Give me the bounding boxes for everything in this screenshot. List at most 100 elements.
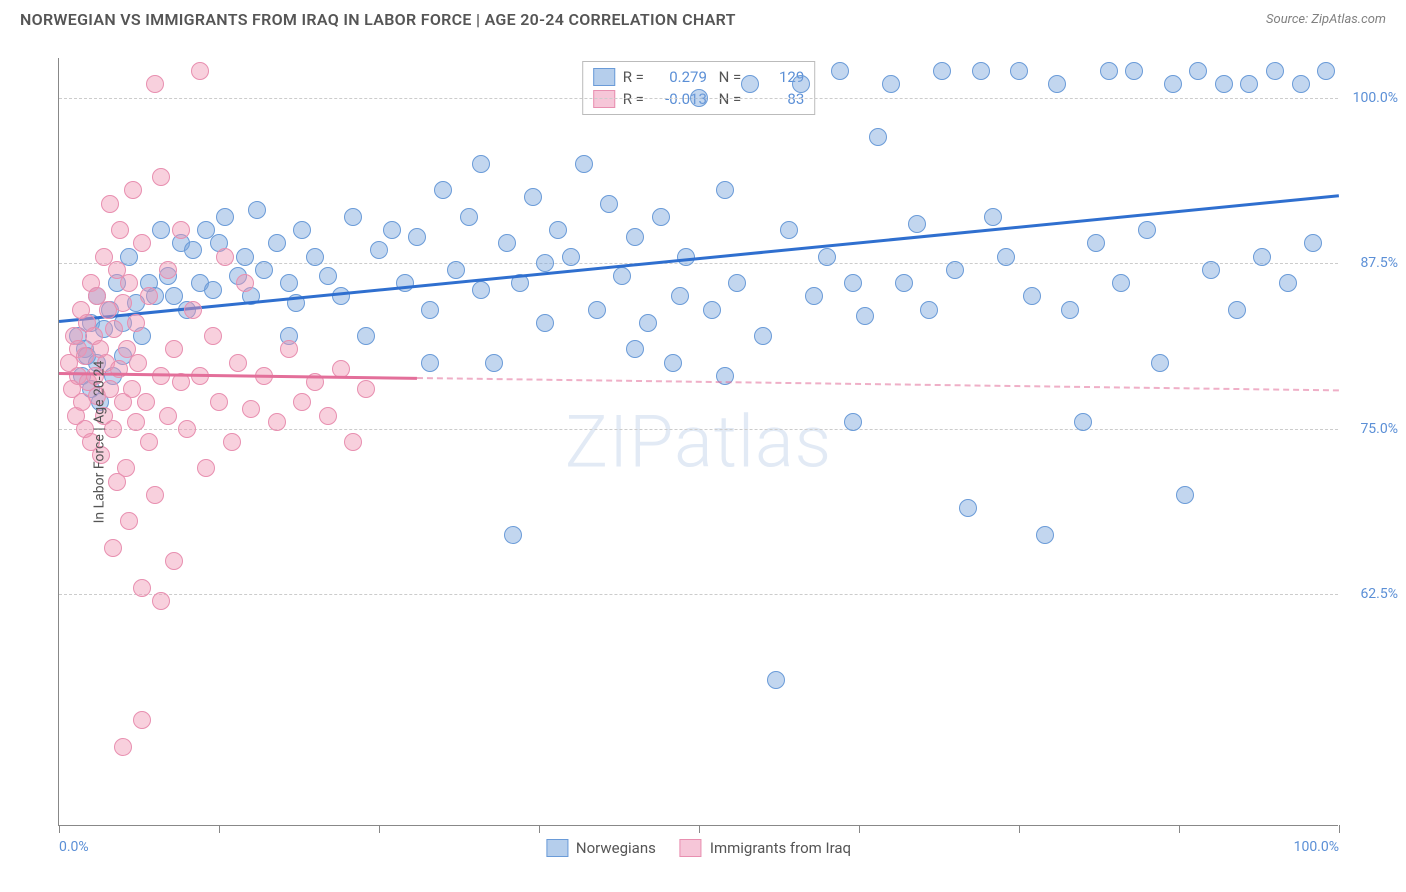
data-point	[117, 459, 135, 477]
data-point	[588, 301, 606, 319]
data-point	[639, 314, 657, 332]
data-point	[1074, 413, 1092, 431]
data-point	[133, 579, 151, 597]
legend-item: Norwegians	[546, 839, 656, 857]
data-point	[536, 254, 554, 272]
y-tick-label: 62.5%	[1360, 586, 1398, 602]
data-point	[741, 75, 759, 93]
data-point	[319, 407, 337, 425]
gridline	[59, 429, 1338, 430]
x-tick	[1019, 825, 1020, 833]
data-point	[562, 248, 580, 266]
data-point	[357, 327, 375, 345]
data-point	[754, 327, 772, 345]
data-point	[504, 526, 522, 544]
data-point	[248, 201, 266, 219]
data-point	[191, 62, 209, 80]
data-point	[396, 274, 414, 292]
data-point	[575, 155, 593, 173]
y-tick-label: 75.0%	[1360, 421, 1398, 437]
data-point	[716, 181, 734, 199]
data-point	[229, 354, 247, 372]
data-point	[357, 380, 375, 398]
data-point	[856, 307, 874, 325]
data-point	[1228, 301, 1246, 319]
data-point	[105, 320, 123, 338]
data-point	[703, 301, 721, 319]
data-point	[1036, 526, 1054, 544]
legend-n-label: N =	[715, 90, 741, 108]
series-legend: Norwegians Immigrants from Iraq	[546, 839, 851, 857]
data-point	[818, 248, 836, 266]
data-point	[104, 539, 122, 557]
plot-area: ZIPatlas R = 0.279 N = 129 R = -0.013 N …	[58, 58, 1338, 826]
data-point	[805, 287, 823, 305]
data-point	[1087, 234, 1105, 252]
x-tick	[1179, 825, 1180, 833]
legend-label: Norwegians	[576, 839, 656, 857]
gridline	[59, 594, 1338, 595]
data-point	[1215, 75, 1233, 93]
data-point	[626, 340, 644, 358]
data-point	[133, 234, 151, 252]
data-point	[984, 208, 1002, 226]
data-point	[792, 75, 810, 93]
data-point	[895, 274, 913, 292]
data-point	[613, 267, 631, 285]
data-point	[780, 221, 798, 239]
data-point	[172, 221, 190, 239]
legend-label: Immigrants from Iraq	[710, 839, 851, 857]
trend-line	[417, 377, 1339, 391]
data-point	[165, 340, 183, 358]
data-point	[1164, 75, 1182, 93]
data-point	[882, 75, 900, 93]
legend-n-value-1: 83	[749, 90, 804, 108]
legend-r-label: R =	[623, 90, 644, 108]
data-point	[127, 314, 145, 332]
data-point	[831, 62, 849, 80]
data-point	[1138, 221, 1156, 239]
y-tick-label: 100.0%	[1353, 90, 1398, 106]
data-point	[434, 181, 452, 199]
data-point	[421, 301, 439, 319]
legend-row-norwegians: R = 0.279 N = 129	[593, 66, 805, 88]
gridline	[59, 263, 1338, 264]
data-point	[255, 261, 273, 279]
data-point	[159, 407, 177, 425]
data-point	[319, 267, 337, 285]
data-point	[1189, 62, 1207, 80]
x-tick-label: 0.0%	[59, 839, 89, 855]
data-point	[293, 393, 311, 411]
data-point	[1176, 486, 1194, 504]
data-point	[1061, 301, 1079, 319]
data-point	[1125, 62, 1143, 80]
data-point	[114, 294, 132, 312]
data-point	[114, 738, 132, 756]
data-point	[690, 89, 708, 107]
data-point	[728, 274, 746, 292]
data-point	[1240, 75, 1258, 93]
data-point	[869, 128, 887, 146]
data-point	[127, 413, 145, 431]
data-point	[332, 287, 350, 305]
data-point	[908, 215, 926, 233]
data-point	[946, 261, 964, 279]
legend-r-label: R =	[623, 68, 644, 86]
data-point	[152, 592, 170, 610]
data-point	[146, 75, 164, 93]
data-point	[293, 221, 311, 239]
data-point	[1048, 75, 1066, 93]
data-point	[652, 208, 670, 226]
data-point	[197, 459, 215, 477]
data-point	[1292, 75, 1310, 93]
data-point	[223, 433, 241, 451]
data-point	[152, 168, 170, 186]
data-point	[972, 62, 990, 80]
data-point	[671, 287, 689, 305]
x-tick-label: 100.0%	[1294, 839, 1339, 855]
data-point	[1202, 261, 1220, 279]
data-point	[524, 188, 542, 206]
data-point	[124, 181, 142, 199]
legend-swatch-norwegians	[593, 68, 615, 86]
legend-r-value-0: 0.279	[652, 68, 707, 86]
